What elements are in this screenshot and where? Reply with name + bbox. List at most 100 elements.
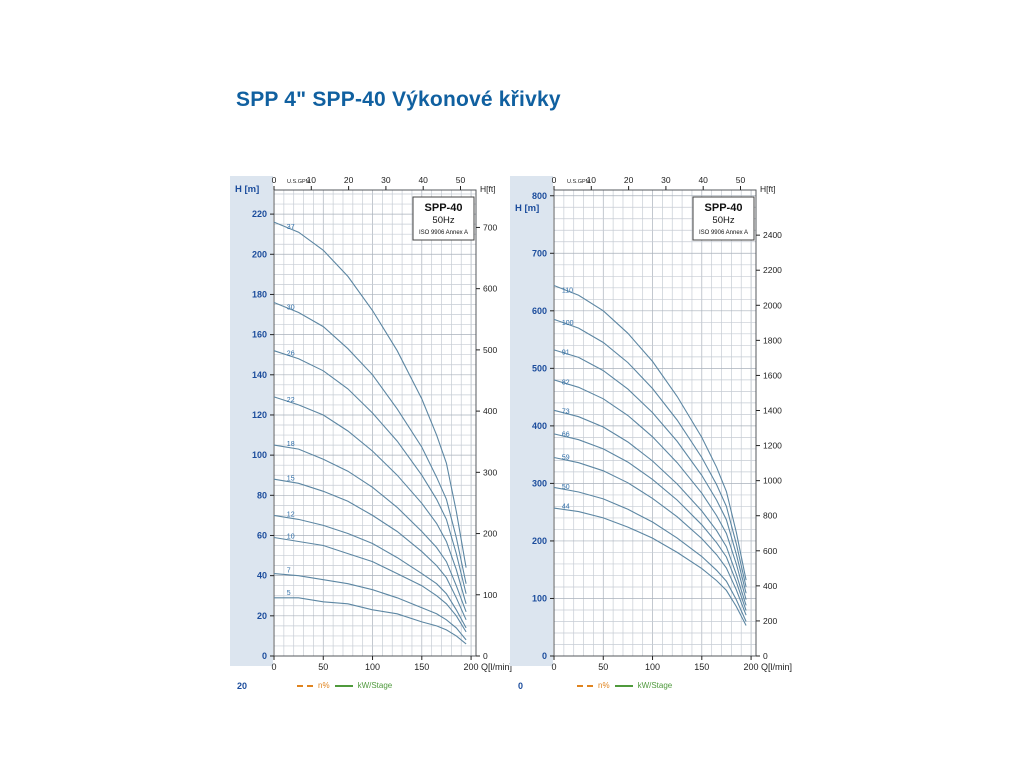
curve-stage-label: 12 — [287, 511, 295, 518]
left-axis-tick-label: 600 — [532, 306, 547, 316]
pump-curve-chart-left: 0 10 20 30 40 50 U.S.GPM H [m] 0 20 40 60 80 100 120 14… — [230, 166, 515, 701]
left-axis-tick-label: 800 — [532, 191, 547, 201]
left-axis-tick-label: 200 — [532, 536, 547, 546]
head-curve-26 — [273, 350, 467, 594]
left-axis-hm: H [m] 0 100 200 300 400 500 600 700 800 — [515, 191, 554, 661]
top-axis-tick-label: 40 — [698, 175, 708, 185]
right-axis-tick-label: 1400 — [763, 406, 782, 416]
head-curve-59 — [553, 456, 747, 616]
pump-curve-chart-right: 0 10 20 30 40 50 U.S.GPM H [m] 0 100 200 300 400 500 6… — [510, 166, 795, 701]
right-axis-tick-label: 2000 — [763, 300, 782, 310]
bottom-axis-tick-label: 100 — [365, 662, 380, 672]
chart-standard: ISO 9906 Annex A — [699, 230, 748, 236]
left-axis-tick-label: 220 — [252, 209, 267, 219]
bottom-axis-title: Q[l/min] — [761, 662, 792, 672]
plot-border — [273, 189, 477, 657]
curve-stage-label: 15 — [287, 475, 295, 482]
bottom-axis-tick-label: 0 — [271, 662, 276, 672]
chart-frequency: 50Hz — [432, 215, 454, 226]
bottom-axis-tick-label: 200 — [464, 662, 479, 672]
top-axis-gpm: 0 10 20 30 40 50 U.S.GPM — [552, 175, 745, 190]
bottom-axis-tick-label: 50 — [598, 662, 608, 672]
right-axis-title: H[ft] — [480, 184, 496, 194]
bottom-axis-q: 0 50 100 150 200 Q[l/min] — [271, 656, 512, 672]
power-line-swatch — [334, 684, 353, 687]
grid — [553, 190, 756, 657]
chart-frequency: 50Hz — [712, 215, 734, 226]
curve-stage-label: 7 — [287, 568, 291, 575]
top-axis-unit-label: U.S.GPM — [567, 179, 591, 185]
head-curves: 110 100 91 82 73 66 59 50 44 — [553, 284, 747, 626]
left-axis-tick-label: 0 — [542, 651, 547, 661]
right-axis-tick-label: 200 — [483, 529, 497, 539]
legend-row: 20 n% kW/Stage 0 n% kW/Stage — [0, 681, 1024, 690]
chart-model-name: SPP-40 — [705, 202, 743, 214]
right-axis-tick-label: 2200 — [763, 265, 782, 275]
bottom-axis-title: Q[l/min] — [481, 662, 512, 672]
top-axis-tick-label: 20 — [624, 175, 634, 185]
bottom-axis-q: 0 50 100 150 200 Q[l/min] — [551, 656, 792, 672]
head-curve-37 — [273, 221, 467, 568]
right-axis-tick-label: 700 — [483, 222, 497, 232]
legend-label-efficiency: n% — [318, 681, 330, 690]
head-curve-91 — [553, 349, 747, 594]
bottom-axis-tick-label: 150 — [414, 662, 429, 672]
curve-stage-label: 37 — [287, 224, 295, 231]
top-axis-tick-label: 50 — [456, 175, 466, 185]
head-curve-10 — [273, 536, 467, 633]
legend-right: n% kW/Stage — [577, 681, 672, 690]
left-axis-tick-label: 20 — [257, 611, 267, 621]
left-axis-title: H [m] — [235, 184, 259, 195]
head-curve-44 — [553, 507, 747, 626]
bottom-axis-tick-label: 150 — [694, 662, 709, 672]
right-axis-title: H[ft] — [760, 184, 776, 194]
left-axis-tick-label: 80 — [257, 490, 267, 500]
head-curve-22 — [273, 396, 467, 604]
right-axis-tick-label: 1600 — [763, 370, 782, 380]
right-axis-tick-label: 500 — [483, 345, 497, 355]
curve-stage-label: 91 — [562, 349, 570, 356]
head-curve-18 — [273, 444, 467, 612]
top-axis-tick-label: 0 — [552, 175, 557, 185]
bottom-axis-tick-label: 100 — [645, 662, 660, 672]
head-curve-15 — [273, 478, 467, 621]
right-axis-tick-label: 1800 — [763, 335, 782, 345]
curve-stage-label: 22 — [287, 397, 295, 404]
legend-label-power: kW/Stage — [357, 681, 393, 690]
right-axis-tick-label: 600 — [763, 546, 777, 556]
top-axis-tick-label: 10 — [587, 175, 597, 185]
efficiency-line-swatch — [297, 684, 313, 687]
left-axis-tick-label: 180 — [252, 289, 267, 299]
right-axis-tick-label: 2400 — [763, 230, 782, 240]
right-axis-tick-label: 1200 — [763, 441, 782, 451]
curve-stage-label: 5 — [287, 590, 291, 597]
head-curves: 37 30 26 22 18 15 12 10 7 5 — [273, 221, 467, 645]
grid — [273, 190, 476, 657]
left-axis-tick-label: 120 — [252, 410, 267, 420]
right-axis-hft: H[ft] 0 100 200 300 400 500 600 700 — [476, 184, 497, 661]
curve-stage-label: 66 — [562, 432, 570, 439]
chart-standard: ISO 9906 Annex A — [419, 230, 468, 236]
top-axis-gpm: 0 10 20 30 40 50 U.S.GPM — [272, 175, 466, 190]
curve-stage-label: 26 — [287, 351, 295, 358]
clipped-axis-number-right: 0 — [518, 681, 524, 690]
left-axis-tick-label: 160 — [252, 330, 267, 340]
head-curve-82 — [553, 379, 747, 600]
curve-stage-label: 59 — [562, 455, 570, 462]
left-axis-tick-label: 300 — [532, 478, 547, 488]
head-curve-110 — [553, 284, 747, 581]
top-axis-tick-label: 30 — [661, 175, 671, 185]
right-axis-tick-label: 300 — [483, 467, 497, 477]
curve-stage-label: 110 — [562, 287, 573, 294]
left-axis-hm: H [m] 0 20 40 60 80 100 120 140 160 180 200 220 — [235, 184, 274, 661]
left-axis-tick-label: 40 — [257, 571, 267, 581]
right-axis-tick-label: 100 — [483, 590, 497, 600]
plot-border — [553, 189, 757, 657]
legend-label-power: kW/Stage — [637, 681, 673, 690]
right-axis-tick-label: 0 — [483, 651, 488, 661]
head-curve-50 — [553, 486, 747, 622]
head-curve-12 — [273, 514, 467, 629]
